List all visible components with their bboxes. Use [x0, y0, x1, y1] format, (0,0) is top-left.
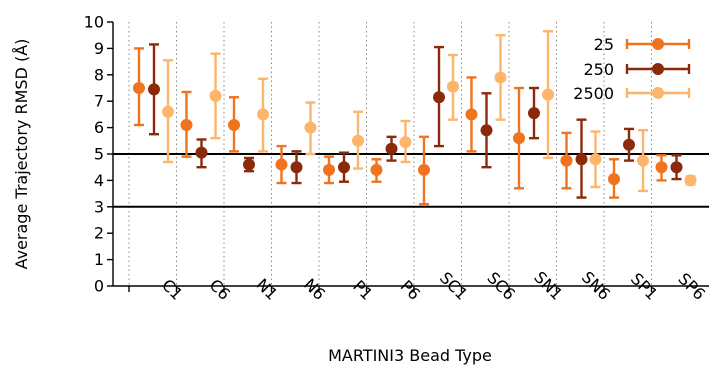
- data-point-250-sp6: [670, 161, 683, 174]
- y-tick-label: 9: [94, 39, 104, 58]
- legend: 25 250 2500: [573, 35, 691, 103]
- data-point-25-p6: [370, 163, 383, 176]
- series-2500: [162, 30, 697, 193]
- data-point-25-sp1: [608, 173, 620, 186]
- x-tick-label-sc1: SC1: [436, 268, 472, 304]
- data-point-25-sc6: [465, 108, 478, 121]
- data-point-250-p6: [385, 142, 398, 155]
- data-series: [133, 30, 697, 206]
- legend-marker-250: [652, 63, 664, 75]
- x-tick-label-sn6: SN6: [578, 268, 614, 304]
- data-point-2500-c6: [209, 89, 222, 102]
- legend-marker-25: [652, 38, 664, 50]
- data-point-25-c1: [133, 82, 145, 94]
- y-tick-label: 5: [94, 145, 104, 164]
- legend-marker-2500: [652, 87, 664, 99]
- data-point-250-p1: [338, 161, 350, 174]
- legend-label-250: 250: [583, 60, 614, 79]
- x-tick-label-n1: N1: [253, 275, 282, 304]
- data-point-2500-p1: [352, 134, 364, 147]
- x-tick-label-c1: C1: [158, 275, 187, 304]
- data-point-25-n6: [275, 158, 288, 171]
- legend-label-2500: 2500: [573, 84, 614, 103]
- data-point-250-n6: [290, 161, 303, 174]
- data-point-2500-sn1: [542, 88, 554, 101]
- data-point-25-sn6: [560, 154, 573, 167]
- y-tick-label: 3: [94, 197, 104, 216]
- x-tick-label-sp6: SP6: [674, 269, 709, 304]
- y-tick-label: 0: [94, 277, 104, 296]
- data-point-25-n1: [228, 118, 240, 131]
- x-tick-label-sn1: SN1: [530, 268, 566, 304]
- data-point-250-sn6: [575, 153, 588, 166]
- data-point-25-sc1: [418, 163, 430, 176]
- x-tick-label-sp1: SP1: [627, 269, 662, 304]
- data-point-2500-p6: [399, 136, 412, 149]
- data-point-250-sp1: [623, 138, 635, 151]
- data-point-250-c1: [148, 83, 160, 96]
- reference-lines: [113, 153, 709, 208]
- data-point-2500-sc6: [494, 71, 507, 84]
- data-point-25-sp6: [655, 161, 668, 174]
- y-ticks: 0 1 2 3 4 5 6 7 8 9 10: [84, 13, 113, 296]
- data-point-2500-sp6: [684, 174, 697, 187]
- series-25: [133, 47, 668, 206]
- data-point-2500-sp1: [637, 154, 649, 167]
- y-tick-label: 2: [94, 224, 104, 243]
- data-point-2500-sn6: [589, 153, 602, 166]
- data-point-2500-sc1: [447, 80, 459, 93]
- y-tick-label: 4: [94, 171, 104, 190]
- x-tick-label-p6: P6: [397, 276, 424, 303]
- x-tick-label-p1: P1: [349, 276, 376, 303]
- y-tick-label: 7: [94, 92, 104, 111]
- x-tick-label-n6: N6: [300, 275, 329, 304]
- y-tick-label: 8: [94, 65, 104, 84]
- data-point-25-c6: [180, 118, 193, 131]
- y-axis-title: Average Trajectory RMSD (Å): [12, 39, 31, 270]
- series-250: [148, 43, 683, 199]
- data-point-2500-n6: [304, 121, 317, 134]
- data-point-2500-n1: [257, 108, 269, 121]
- data-point-25-sn1: [513, 132, 525, 145]
- y-tick-label: 6: [94, 118, 104, 137]
- y-tick-label: 1: [94, 250, 104, 269]
- data-point-250-c6: [195, 146, 208, 159]
- data-point-2500-c1: [162, 105, 174, 118]
- data-point-250-n1: [243, 158, 255, 171]
- x-tick-label-c6: C6: [206, 275, 235, 304]
- data-point-25-p1: [323, 163, 335, 176]
- data-point-250-sc6: [480, 124, 493, 137]
- x-tick-label-sc6: SC6: [483, 268, 519, 304]
- y-tick-label: 10: [84, 13, 104, 32]
- data-point-250-sc1: [433, 91, 445, 104]
- data-point-250-sn1: [528, 107, 540, 120]
- x-axis-title: MARTINI3 Bead Type: [328, 346, 492, 365]
- legend-label-25: 25: [594, 35, 614, 54]
